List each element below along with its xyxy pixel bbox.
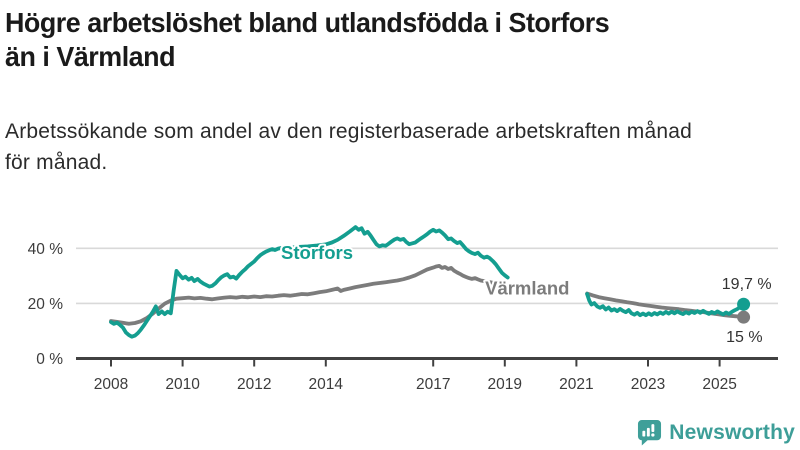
x-tick-label-2008: 2008 [94, 376, 128, 393]
y-tick-label-0: 0 % [36, 351, 63, 368]
x-tick-label-2010: 2010 [165, 376, 200, 393]
y-tick-label-20: 20 % [28, 296, 64, 313]
varmland-end-dot [737, 310, 751, 324]
x-tick-label-2021: 2021 [559, 376, 593, 393]
storfors-line-pre-gap [109, 225, 510, 339]
storfors-line-post-gap [585, 292, 746, 318]
newsworthy-speech-bubble-bar-chart-icon [638, 420, 662, 446]
newsworthy-logo[interactable]: Newsworthy [637, 419, 795, 446]
x-tick-label-2025: 2025 [702, 376, 736, 393]
chart-subtitle: Arbetssökande som andel av den registerb… [5, 116, 692, 178]
varmland-line-pre-gap [109, 263, 510, 326]
x-tick-label-2014: 2014 [309, 376, 344, 393]
x-tick-label-2012: 2012 [237, 376, 271, 393]
storfors-end-value-label: 19,7 % [722, 276, 772, 293]
varmland-end-value-label: 15 % [726, 329, 762, 346]
varmland-series-label: Värmland [485, 278, 569, 299]
x-tick-label-2023: 2023 [631, 376, 665, 393]
x-tick-label-2017: 2017 [416, 376, 450, 393]
chart-title: Högre arbetslöshet bland utlandsfödda i … [5, 6, 634, 74]
chart-title-line-2: än i Värmland [5, 41, 176, 72]
newsworthy-wordmark: Newsworthy [669, 420, 795, 444]
x-tick-label-2019: 2019 [488, 376, 522, 393]
storfors-end-dot [737, 297, 751, 311]
chart-subtitle-line-2: för månad. [5, 151, 108, 174]
storfors-series-label: Storfors [281, 242, 353, 263]
chart-title-line-1: Högre arbetslöshet bland utlandsfödda i … [5, 7, 610, 38]
chart-subtitle-line-1: Arbetssökande som andel av den registerb… [5, 120, 692, 143]
y-tick-label-40: 40 % [28, 241, 64, 258]
